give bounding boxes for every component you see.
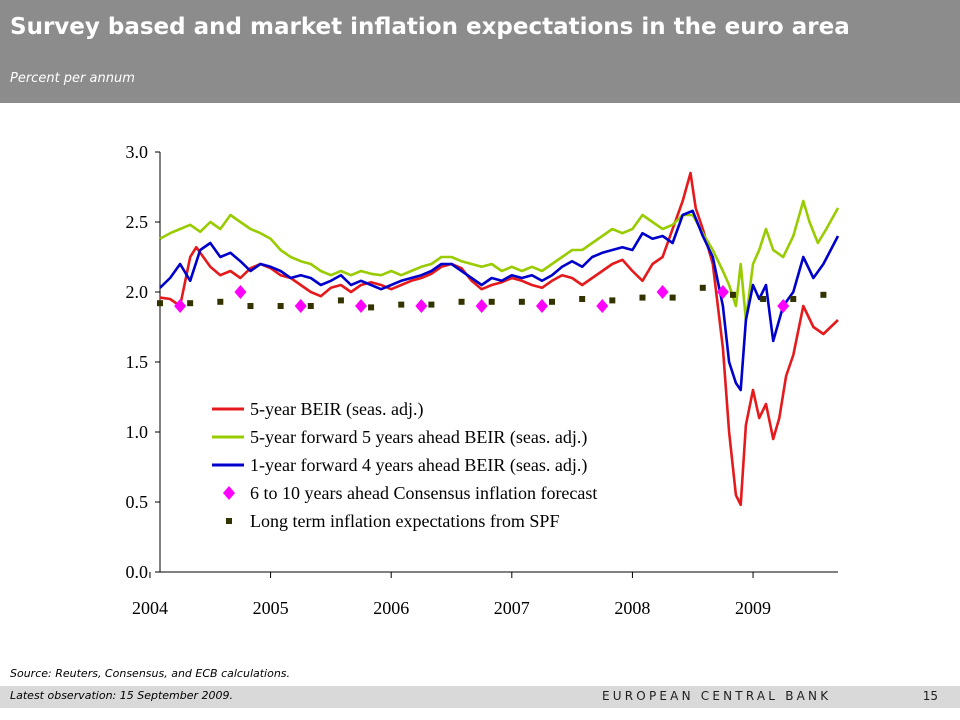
spf-marker <box>368 304 375 311</box>
legend-label: 6 to 10 years ahead Consensus inflation … <box>250 483 597 503</box>
x-tick-label: 2006 <box>373 598 409 618</box>
spf-marker <box>458 298 465 305</box>
spf-marker <box>579 296 586 302</box>
legend-swatch <box>223 486 235 500</box>
series-line-2 <box>159 209 840 392</box>
x-tick-label: 2009 <box>735 598 771 618</box>
consensus-marker <box>535 299 548 313</box>
source-note: Source: Reuters, Consensus, and ECB calc… <box>10 667 291 680</box>
consensus-marker <box>415 299 428 313</box>
consensus-marker <box>174 299 187 313</box>
legend-label: 5-year forward 5 years ahead BEIR (seas.… <box>250 427 587 448</box>
legend-label: 5-year BEIR (seas. adj.) <box>250 399 423 420</box>
footer-bar: Latest observation: 15 September 2009. E… <box>0 686 960 708</box>
legend-label: 1-year forward 4 years ahead BEIR (seas.… <box>250 455 587 476</box>
page-number: 15 <box>922 689 938 703</box>
legend-box <box>205 394 645 540</box>
spf-marker <box>307 303 314 309</box>
x-tick-label: 2005 <box>253 598 289 618</box>
consensus-marker <box>355 299 368 313</box>
header-bar: Survey based and market inflation expect… <box>0 0 960 103</box>
consensus-marker <box>234 285 247 299</box>
series-line-0 <box>159 171 839 507</box>
latest-observation: Latest observation: 15 September 2009. <box>10 689 234 702</box>
consensus-marker <box>656 285 669 299</box>
y-tick-label: 1.0 <box>126 422 149 442</box>
spf-marker <box>790 296 797 302</box>
spf-marker <box>157 300 163 307</box>
spf-marker <box>337 297 344 304</box>
x-tick-label: 2007 <box>494 598 530 618</box>
spf-marker <box>820 291 827 298</box>
spf-marker <box>398 301 405 308</box>
spf-marker <box>428 301 435 308</box>
consensus-marker <box>716 285 729 299</box>
spf-marker <box>217 298 224 305</box>
spf-marker <box>729 291 736 298</box>
consensus-marker <box>777 299 790 313</box>
spf-marker <box>669 294 676 301</box>
spf-marker <box>488 298 495 305</box>
y-tick-label: 0.0 <box>126 562 149 582</box>
legend-label: Long term inflation expectations from SP… <box>250 511 559 531</box>
spf-marker <box>760 296 767 302</box>
spf-marker <box>609 297 616 304</box>
y-tick-label: 3.0 <box>126 142 149 162</box>
x-tick-label: 2008 <box>614 598 650 618</box>
y-tick-label: 2.0 <box>126 282 149 302</box>
consensus-marker <box>294 299 307 313</box>
spf-marker <box>639 294 646 301</box>
consensus-marker <box>596 299 609 313</box>
bank-name: EUROPEAN CENTRAL BANK <box>602 689 832 703</box>
series-line-1 <box>159 199 840 322</box>
legend-swatch <box>226 518 232 524</box>
spf-marker <box>699 284 706 291</box>
spf-marker <box>549 298 556 305</box>
x-tick-label: 2004 <box>132 598 168 618</box>
spf-marker <box>518 298 525 305</box>
y-tick-label: 2.5 <box>126 212 149 232</box>
spf-marker <box>277 303 284 309</box>
consensus-marker <box>475 299 488 313</box>
page-title: Survey based and market inflation expect… <box>10 14 850 40</box>
spf-marker <box>247 303 254 309</box>
y-tick-label: 0.5 <box>126 492 149 512</box>
spf-marker <box>187 300 194 307</box>
page-subtitle: Percent per annum <box>10 71 135 86</box>
y-tick-label: 1.5 <box>126 352 149 372</box>
